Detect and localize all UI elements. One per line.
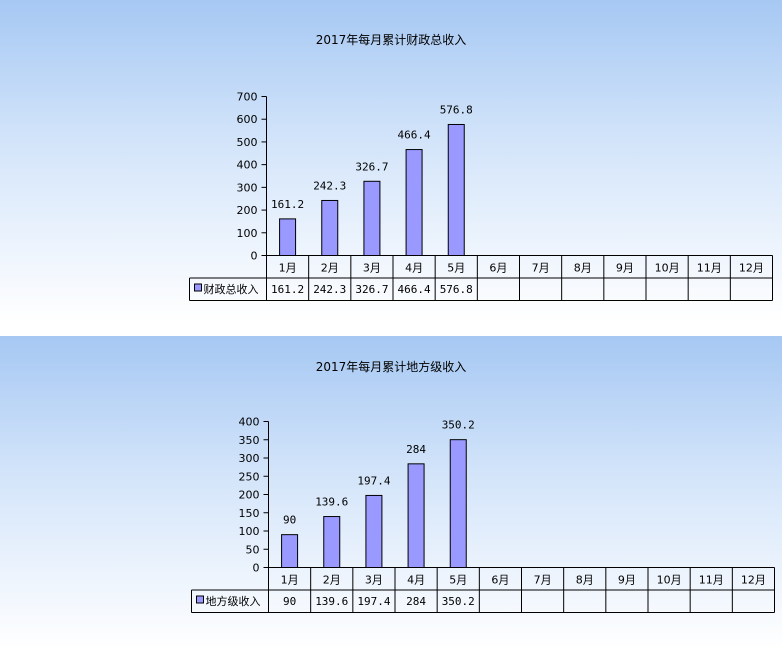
x-tick-label: 5月 bbox=[449, 574, 467, 587]
y-tick-label: 400 bbox=[239, 416, 260, 429]
x-tick-label: 3月 bbox=[365, 574, 383, 587]
x-tick-label: 11月 bbox=[699, 574, 724, 587]
x-tick-label: 8月 bbox=[574, 262, 592, 275]
x-tick-label: 6月 bbox=[491, 574, 509, 587]
y-tick-label: 300 bbox=[239, 452, 260, 465]
bar bbox=[321, 199, 339, 256]
legend-label: 地方级收入 bbox=[206, 594, 261, 608]
x-tick-label: 12月 bbox=[739, 262, 764, 275]
y-tick-label: 300 bbox=[237, 181, 258, 194]
y-tick-label: 150 bbox=[239, 507, 260, 520]
x-tick-label: 7月 bbox=[534, 574, 552, 587]
y-tick-label: 0 bbox=[251, 250, 258, 263]
bar bbox=[323, 516, 341, 569]
y-tick-label: 200 bbox=[237, 204, 258, 217]
bar bbox=[365, 494, 383, 569]
chart-panel-local-revenue: 2017年每月累计地方级收入 0 50 100 150 200 250 300 350 400 9… bbox=[0, 336, 782, 649]
y-tick-label: 500 bbox=[237, 136, 258, 149]
table-cell: 161.2 bbox=[271, 283, 304, 296]
legend-key bbox=[196, 595, 204, 604]
bar bbox=[405, 149, 423, 257]
table-cell: 90 bbox=[283, 595, 296, 608]
y-tick-label: 200 bbox=[239, 489, 260, 502]
y-tick-label: 350 bbox=[239, 434, 260, 447]
data-label: 284 bbox=[406, 443, 426, 456]
chart-title: 2017年每月累计财政总收入 bbox=[315, 33, 467, 47]
data-label: 576.8 bbox=[440, 103, 473, 116]
data-label: 326.7 bbox=[355, 160, 388, 173]
data-label: 466.4 bbox=[398, 129, 431, 142]
table-cell: 350.2 bbox=[442, 595, 475, 608]
chart-panel-fiscal-revenue: 2017年每月累计财政总收入 0 100 200 300 400 500 600 700 161… bbox=[0, 0, 782, 322]
bar bbox=[279, 218, 297, 256]
data-label: 350.2 bbox=[442, 419, 475, 432]
bar bbox=[449, 439, 467, 568]
data-label: 197.4 bbox=[357, 474, 390, 487]
y-tick-label: 700 bbox=[237, 91, 258, 104]
x-tick-label: 1月 bbox=[281, 574, 299, 587]
table-cell: 284 bbox=[406, 595, 426, 608]
x-tick-label: 6月 bbox=[489, 262, 507, 275]
chart-title: 2017年每月累计地方级收入 bbox=[315, 360, 467, 374]
legend-label: 财政总收入 bbox=[204, 282, 259, 296]
x-tick-label: 9月 bbox=[616, 262, 634, 275]
data-label: 242.3 bbox=[313, 179, 346, 192]
y-tick-label: 600 bbox=[237, 113, 258, 126]
y-tick-label: 100 bbox=[237, 227, 258, 240]
y-tick-label: 250 bbox=[239, 470, 260, 483]
table-cell: 139.6 bbox=[315, 595, 348, 608]
legend-key bbox=[194, 283, 202, 292]
table-cell: 197.4 bbox=[357, 595, 390, 608]
x-tick-label: 4月 bbox=[407, 574, 425, 587]
x-tick-label: 7月 bbox=[532, 262, 550, 275]
x-tick-label: 9月 bbox=[618, 574, 636, 587]
y-tick-label: 50 bbox=[246, 543, 260, 556]
fiscal-revenue-chart: 0 100 200 300 400 500 600 700 161.2 242.3 326.7 466… bbox=[189, 91, 773, 301]
x-tick-label: 2月 bbox=[323, 574, 341, 587]
bar bbox=[281, 534, 299, 568]
x-tick-label: 12月 bbox=[741, 574, 766, 587]
x-tick-label: 2月 bbox=[321, 262, 339, 275]
data-label: 161.2 bbox=[271, 198, 304, 211]
data-label: 90 bbox=[283, 514, 296, 527]
x-tick-label: 4月 bbox=[405, 262, 423, 275]
bar bbox=[407, 463, 425, 568]
x-tick-label: 5月 bbox=[447, 262, 465, 275]
data-label: 139.6 bbox=[315, 496, 348, 509]
table-cell: 576.8 bbox=[440, 283, 473, 296]
x-tick-label: 1月 bbox=[279, 262, 297, 275]
bar bbox=[363, 180, 381, 257]
table-cell: 466.4 bbox=[398, 283, 431, 296]
y-tick-label: 100 bbox=[239, 525, 260, 538]
table-cell: 242.3 bbox=[313, 283, 346, 296]
x-tick-label: 11月 bbox=[697, 262, 722, 275]
table-cell: 326.7 bbox=[355, 283, 388, 296]
x-tick-label: 10月 bbox=[655, 262, 680, 275]
bar bbox=[447, 123, 465, 257]
y-tick-label: 0 bbox=[253, 562, 260, 575]
x-tick-label: 10月 bbox=[657, 574, 682, 587]
x-tick-label: 3月 bbox=[363, 262, 381, 275]
y-tick-label: 400 bbox=[237, 159, 258, 172]
x-tick-label: 8月 bbox=[576, 574, 594, 587]
local-revenue-chart: 0 50 100 150 200 250 300 350 400 90 139.6 197.4 284 3… bbox=[191, 416, 775, 613]
